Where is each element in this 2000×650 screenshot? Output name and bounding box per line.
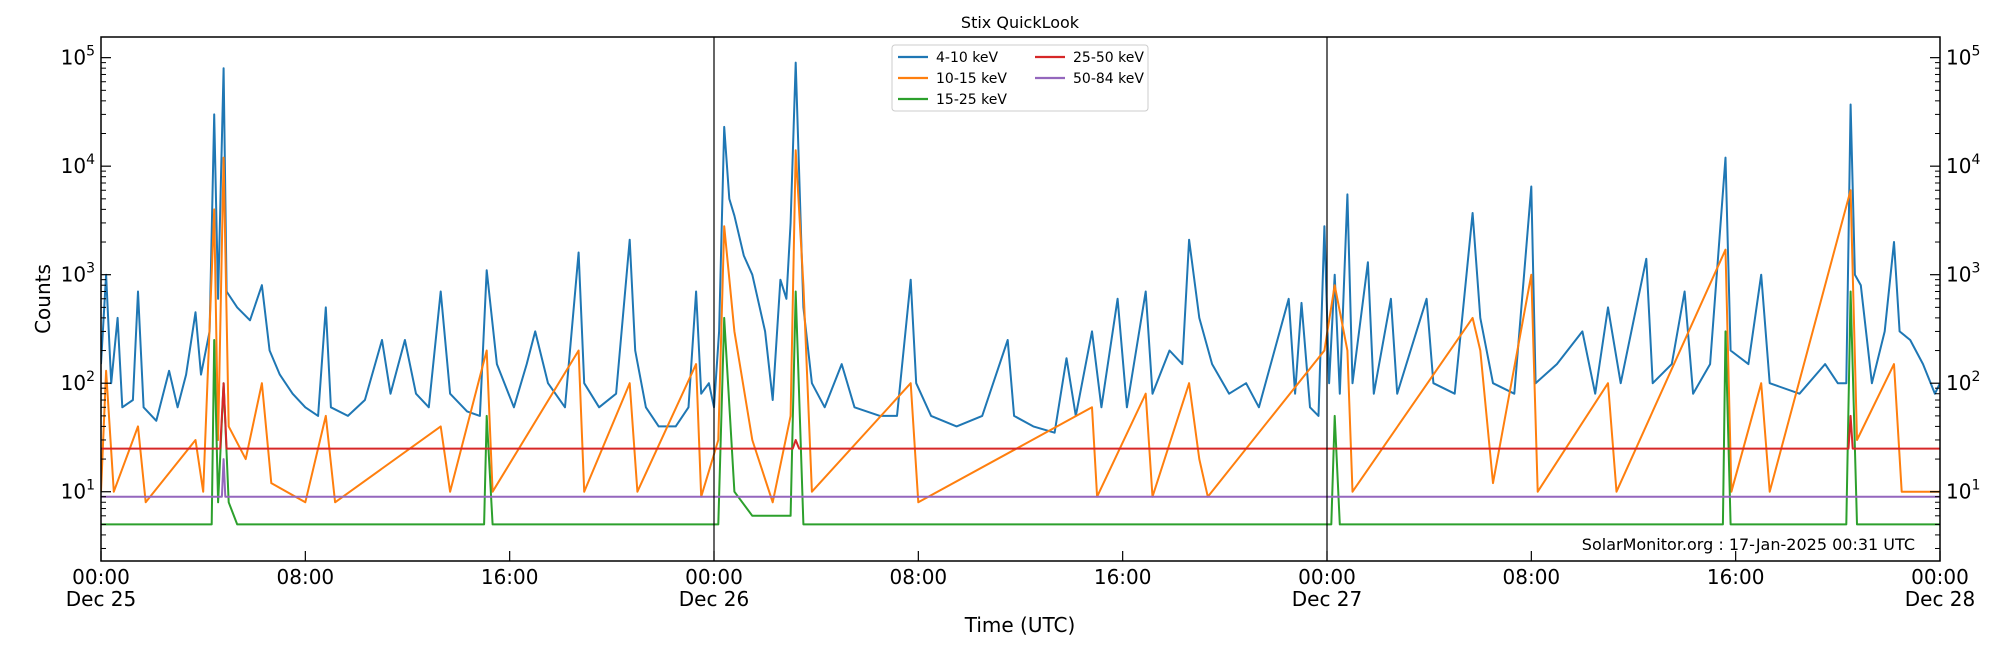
x-tick-label-time: 16:00 bbox=[481, 565, 539, 589]
x-tick-label-date: Dec 28 bbox=[1905, 587, 1976, 611]
legend-label: 15-25 keV bbox=[936, 92, 1007, 108]
legend-label: 4-10 keV bbox=[936, 50, 998, 66]
y-axis-label: Counts bbox=[31, 264, 55, 334]
y-tick-label-right: 104 bbox=[1946, 152, 1980, 178]
x-tick-label-time: 08:00 bbox=[1503, 565, 1561, 589]
series-line-25-50-keV bbox=[101, 382, 1940, 450]
x-tick-label-time: 00:00 bbox=[1298, 565, 1356, 589]
x-tick-label-time: 08:00 bbox=[890, 565, 948, 589]
legend: 4-10 keV 10-15 keV 15-25 keV 25-50 keV 50-84… bbox=[891, 44, 1149, 112]
x-tick-label-time: 08:00 bbox=[277, 565, 335, 589]
y-tick-label-left: 101 bbox=[61, 478, 95, 504]
y-tick-label-right: 105 bbox=[1946, 44, 1980, 70]
plot-frame bbox=[100, 36, 1941, 562]
x-tick-label-date: Dec 25 bbox=[66, 587, 137, 611]
legend-label: 50-84 keV bbox=[1073, 71, 1144, 87]
x-tick-label-time: 00:00 bbox=[72, 565, 130, 589]
series-line-15-25-keV bbox=[101, 290, 1940, 526]
y-tick-label-right: 101 bbox=[1946, 478, 1980, 504]
y-tick-label-right: 102 bbox=[1946, 369, 1980, 395]
day-separators bbox=[713, 37, 1328, 561]
x-tick-label-time: 16:00 bbox=[1094, 565, 1152, 589]
x-axis-label: Time (UTC) bbox=[964, 613, 1076, 637]
x-tick-label-time: 00:00 bbox=[1911, 565, 1969, 589]
legend-box bbox=[891, 44, 1149, 112]
y-tick-label-left: 105 bbox=[61, 44, 95, 70]
x-tick-label-time: 00:00 bbox=[685, 565, 743, 589]
series-layer bbox=[101, 61, 1940, 526]
y-tick-label-right: 103 bbox=[1946, 261, 1980, 287]
series-line-4-10-keV bbox=[101, 61, 1940, 434]
x-tick-label-date: Dec 27 bbox=[1292, 587, 1363, 611]
chart-title: Stix QuickLook bbox=[961, 13, 1080, 32]
x-tick-label-date: Dec 26 bbox=[679, 587, 750, 611]
series-line-50-84-keV bbox=[101, 458, 1940, 498]
source-annotation: SolarMonitor.org : 17-Jan-2025 00:31 UTC bbox=[1582, 535, 1915, 554]
legend-label: 10-15 keV bbox=[936, 71, 1007, 87]
y-tick-label-left: 102 bbox=[61, 369, 95, 395]
y-tick-label-left: 103 bbox=[61, 261, 95, 287]
y-tick-label-left: 104 bbox=[61, 152, 95, 178]
legend-label: 25-50 keV bbox=[1073, 50, 1144, 66]
x-tick-label-time: 16:00 bbox=[1707, 565, 1765, 589]
